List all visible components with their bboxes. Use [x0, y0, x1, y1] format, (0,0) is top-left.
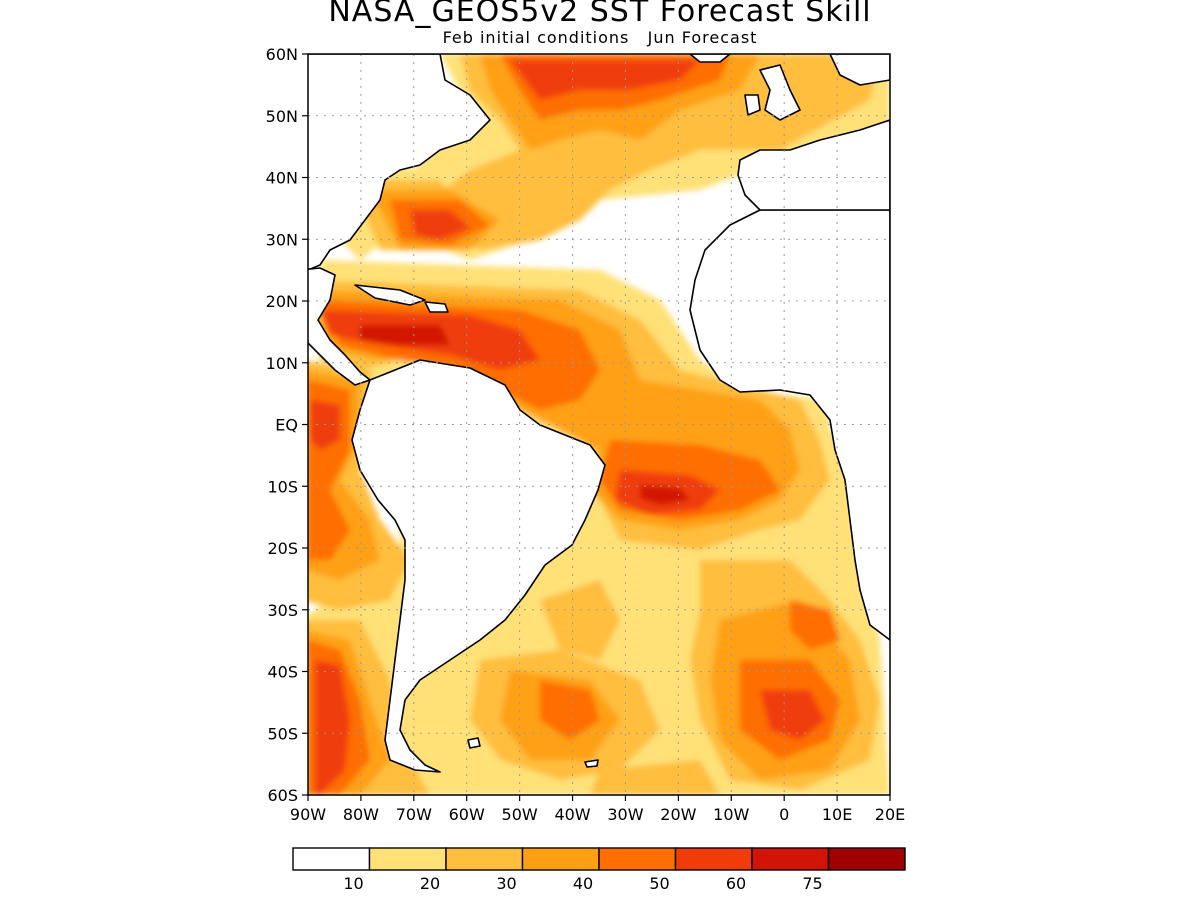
cuba-land [354, 284, 426, 306]
colorbar-swatch [521, 847, 600, 871]
lat-tick-label: 60N [266, 45, 298, 64]
british-isles-land [759, 64, 801, 121]
colorbar-label: 40 [573, 874, 593, 893]
north-america-land [308, 54, 491, 271]
iceland-land [689, 54, 731, 63]
lon-tick-label: 50W [502, 805, 538, 824]
colorbar-swatch [751, 847, 830, 871]
lon-tick-label: 40W [554, 805, 590, 824]
lon-tick-label: 80W [343, 805, 379, 824]
colorbar-swatch [674, 847, 753, 871]
lat-tick-label: 50S [267, 724, 298, 743]
lat-tick-label: 50N [266, 107, 298, 126]
lat-tick-label: 10S [267, 477, 298, 496]
south-georgia-land [584, 759, 599, 768]
latitude-axis: 60N 50N 40N 30N 20N 10N EQ 10S 20S 30S 40S 50S 60S [266, 45, 308, 805]
colorbar-label: 60 [726, 874, 746, 893]
colorbar-label: 30 [496, 874, 516, 893]
lon-tick-label: 10W [713, 805, 749, 824]
graticule [308, 54, 890, 795]
lat-tick-label: 20N [266, 292, 298, 311]
lat-tick-label: EQ [275, 416, 298, 435]
lat-tick-label: 20S [267, 539, 298, 558]
hispaniola-land [424, 301, 449, 313]
colorbar-swatch [445, 847, 524, 871]
lon-tick-label: 70W [396, 805, 432, 824]
map-title: NASA_GEOS5v2 SST Forecast Skill [328, 0, 872, 29]
lon-tick-label: 30W [607, 805, 643, 824]
lon-tick-label: 20W [660, 805, 696, 824]
colorbar-label: 50 [649, 874, 669, 893]
colorbar-swatch [368, 847, 447, 871]
lon-tick-label: 60W [449, 805, 485, 824]
longitude-axis: 90W 80W 70W 60W 50W 40W 30W 20W 10W 0 10E 20E [290, 795, 905, 824]
lon-tick-label: 10E [822, 805, 852, 824]
lon-tick-label: 90W [290, 805, 326, 824]
lat-tick-label: 10N [266, 354, 298, 373]
scandinavia-land [829, 54, 890, 86]
colorbar-swatch [827, 847, 906, 871]
colorbar-label: 20 [420, 874, 440, 893]
central-america-land [308, 267, 371, 386]
colorbar: 10 20 30 40 50 60 75 [292, 847, 906, 893]
colorbar-swatch [292, 847, 371, 871]
africa-land [689, 209, 890, 641]
lat-tick-label: 40S [267, 663, 298, 682]
colorbar-label: 10 [343, 874, 363, 893]
europe-land [737, 119, 890, 211]
lon-tick-label: 20E [875, 805, 905, 824]
colorbar-label: 75 [802, 874, 822, 893]
land-masses [308, 54, 890, 773]
lat-tick-label: 30N [266, 230, 298, 249]
lon-tick-label: 0 [779, 805, 789, 824]
south-america-land [351, 359, 606, 773]
falkland-islands-land [467, 737, 481, 749]
lat-tick-label: 40N [266, 169, 298, 188]
colorbar-swatch [598, 847, 677, 871]
ireland-land [744, 94, 761, 116]
lat-tick-label: 30S [267, 601, 298, 620]
lat-tick-label: 60S [267, 786, 298, 805]
map-subtitle: Feb initial conditions Jun Forecast [442, 28, 758, 47]
